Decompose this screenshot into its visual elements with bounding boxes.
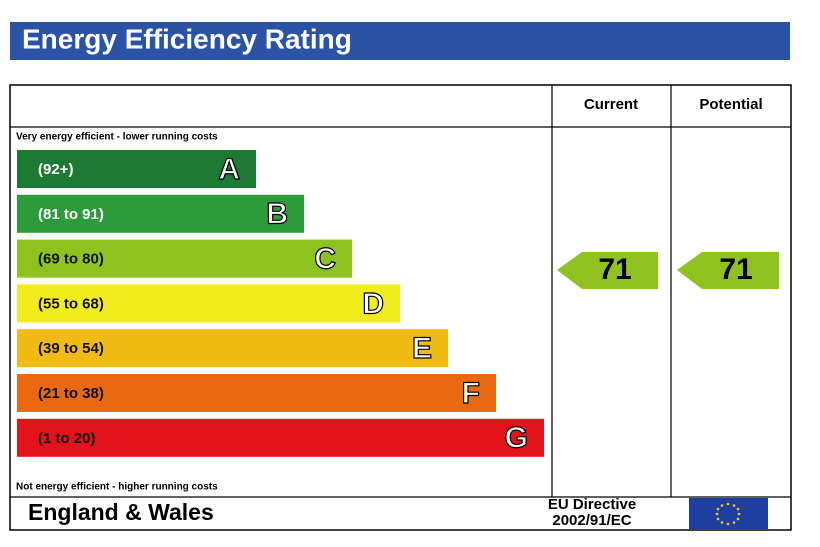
column-header: Potential	[699, 96, 762, 113]
band-letter: E	[412, 332, 432, 365]
top-note: Very energy efficient - lower running co…	[16, 132, 218, 143]
potential-arrow	[677, 252, 779, 289]
band	[17, 239, 352, 278]
band-range: (39 to 54)	[38, 340, 104, 357]
current-value: 71	[598, 253, 631, 286]
bottom-note: Not energy efficient - higher running co…	[16, 482, 218, 493]
frame	[9, 84, 792, 531]
bands: (92+) A (81 to 91) B (69 to 80) C (55 to 68) D (…	[17, 150, 544, 457]
band-letter: D	[362, 287, 384, 320]
band-letter: F	[462, 377, 480, 410]
title-bar	[10, 22, 790, 60]
band	[17, 374, 496, 412]
band-range: (69 to 80)	[38, 251, 104, 268]
band	[17, 150, 256, 188]
column-header: Current	[584, 96, 638, 113]
band-letter: G	[505, 422, 528, 455]
band-range: (1 to 20)	[38, 430, 96, 447]
band-range: (92+)	[38, 161, 73, 178]
band	[17, 284, 400, 323]
footer-directive: 2002/91/EC	[552, 512, 631, 529]
potential-value: 71	[719, 253, 752, 286]
footer-region: England & Wales	[28, 499, 214, 525]
title: Energy Efficiency Rating	[22, 23, 352, 54]
footer-directive: EU Directive	[548, 496, 636, 513]
eu-flag	[689, 498, 768, 529]
band-range: (81 to 91)	[38, 206, 104, 223]
band-letter: C	[314, 243, 336, 276]
current-arrow	[557, 252, 658, 289]
band-range: (55 to 68)	[38, 295, 104, 312]
band	[17, 194, 304, 233]
band-letter: B	[266, 198, 288, 231]
band	[17, 329, 448, 368]
band	[17, 418, 544, 457]
band-letter: A	[218, 153, 240, 186]
band-range: (21 to 38)	[38, 385, 104, 402]
